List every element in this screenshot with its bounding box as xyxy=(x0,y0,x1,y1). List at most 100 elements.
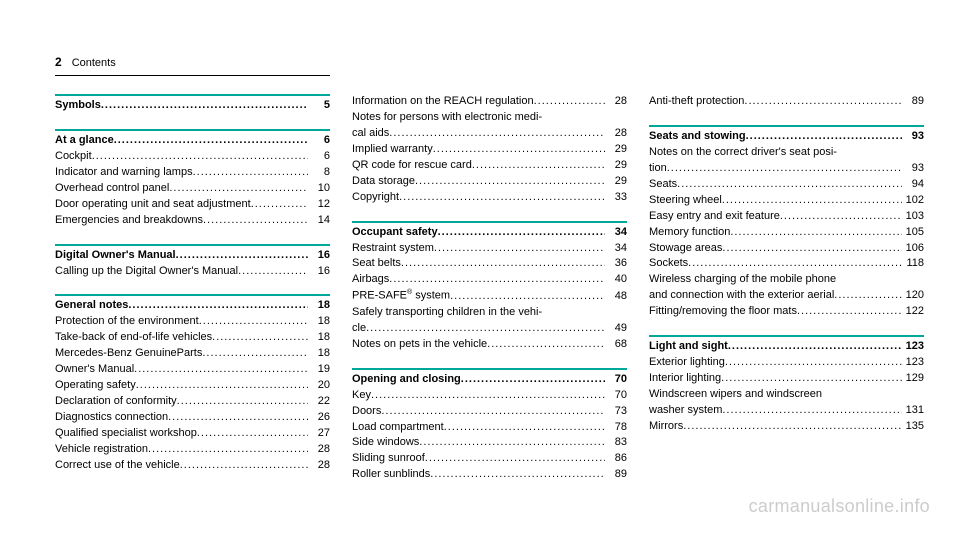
toc-dots xyxy=(399,190,605,206)
header-rule xyxy=(55,75,330,76)
toc-entry-label: Memory function xyxy=(649,225,730,241)
toc-entry-label: Notes on pets in the vehicle xyxy=(352,337,487,353)
toc-dots xyxy=(728,339,902,355)
toc-dots xyxy=(834,288,901,304)
toc-entry-page: 106 xyxy=(902,241,924,257)
toc-dots xyxy=(746,129,902,145)
watermark: carmanualsonline.info xyxy=(749,496,930,517)
toc-dots xyxy=(177,394,308,410)
toc-entry: washer system131 xyxy=(649,403,924,419)
toc-entry-label: Cockpit xyxy=(55,149,92,165)
toc-dots xyxy=(725,355,902,371)
toc-dots xyxy=(92,149,308,165)
toc-entry-continuation: Notes on the correct driver's seat posi- xyxy=(649,145,924,161)
toc-entry-page: 68 xyxy=(605,337,627,353)
toc-dots xyxy=(797,304,902,320)
toc-entry-label: Airbags xyxy=(352,272,389,288)
page-number: 2 xyxy=(55,55,62,69)
toc-entry-page: 26 xyxy=(308,410,330,426)
toc-dots xyxy=(425,451,605,467)
toc-entry-page: 120 xyxy=(902,288,924,304)
toc-entry-page: 49 xyxy=(605,321,627,337)
toc-dots xyxy=(202,346,308,362)
toc-entry-label: Protection of the environment xyxy=(55,314,199,330)
toc-entry-page: 33 xyxy=(605,190,627,206)
toc-dots xyxy=(199,314,308,330)
toc-entry-page: 18 xyxy=(308,314,330,330)
toc-entry-page: 123 xyxy=(902,339,924,355)
toc-dots xyxy=(444,420,605,436)
toc-entry-continuation: Windscreen wipers and windscreen xyxy=(649,387,924,403)
toc-entry-label: QR code for rescue card xyxy=(352,158,472,174)
toc-entry-label: Steering wheel xyxy=(649,193,722,209)
toc-entry-label: Symbols xyxy=(55,98,101,114)
toc-entry-page: 10 xyxy=(308,181,330,197)
toc-dots xyxy=(472,158,605,174)
toc-entry-continuation: Notes for persons with electronic medi- xyxy=(352,110,627,126)
toc-entry: Restraint system34 xyxy=(352,241,627,257)
toc-dots xyxy=(101,98,308,114)
toc-entry-page: 36 xyxy=(605,256,627,272)
toc-entry: At a glance6 xyxy=(55,133,330,149)
toc-entry: Seats94 xyxy=(649,177,924,193)
toc-entry-page: 73 xyxy=(605,404,627,420)
toc-entry-label: Sockets xyxy=(649,256,688,272)
toc-dots xyxy=(534,94,605,110)
toc-entry: Airbags40 xyxy=(352,272,627,288)
toc-entry: Protection of the environment 18 xyxy=(55,314,330,330)
toc-entry: Symbols5 xyxy=(55,98,330,114)
toc-columns: Symbols5At a glance6Cockpit6Indicator an… xyxy=(55,94,915,483)
toc-entry-label: Mercedes-Benz GenuineParts xyxy=(55,346,202,362)
toc-entry-label: Exterior lighting xyxy=(649,355,725,371)
toc-entry: Seat belts36 xyxy=(352,256,627,272)
toc-entry: Copyright 33 xyxy=(352,190,627,206)
toc-entry: Interior lighting129 xyxy=(649,371,924,387)
toc-dots xyxy=(744,94,902,110)
toc-entry-page: 118 xyxy=(902,256,924,272)
toc-dots xyxy=(371,388,605,404)
toc-entry-label: Side windows xyxy=(352,435,419,451)
toc-entry-page: 102 xyxy=(902,193,924,209)
toc-entry-label: Light and sight xyxy=(649,339,728,355)
toc-entry-label: Fitting/removing the floor mats xyxy=(649,304,797,320)
toc-entry-continuation: Safely transporting children in the vehi… xyxy=(352,305,627,321)
header-title: Contents xyxy=(72,57,116,69)
toc-entry-label: Easy entry and exit feature xyxy=(649,209,780,225)
toc-entry-label: Emergencies and breakdowns xyxy=(55,213,203,229)
toc-entry-page: 22 xyxy=(308,394,330,410)
toc-entry-label: Sliding sunroof xyxy=(352,451,425,467)
toc-entry: Opening and closing70 xyxy=(352,372,627,388)
toc-entry: Correct use of the vehicle28 xyxy=(55,458,330,474)
toc-entry: Side windows83 xyxy=(352,435,627,451)
toc-dots xyxy=(136,378,308,394)
toc-entry: Cockpit 6 xyxy=(55,149,330,165)
toc-dots xyxy=(438,225,605,241)
toc-entry-page: 6 xyxy=(308,149,330,165)
toc-dots xyxy=(251,197,308,213)
toc-entry: tion93 xyxy=(649,161,924,177)
toc-entry-label: Data storage xyxy=(352,174,415,190)
toc-dots xyxy=(683,419,901,435)
toc-dots xyxy=(415,174,605,190)
toc-entry-label: Overhead control panel xyxy=(55,181,169,197)
toc-entry: Seats and stowing93 xyxy=(649,129,924,145)
toc-entry-label: Vehicle registration xyxy=(55,442,148,458)
toc-entry-label: Seats and stowing xyxy=(649,129,746,145)
toc-column: Information on the REACH regulation28Not… xyxy=(352,94,627,483)
toc-dots xyxy=(688,256,902,272)
toc-entry-page: 16 xyxy=(308,264,330,280)
toc-dots xyxy=(730,225,901,241)
toc-dots xyxy=(169,181,308,197)
toc-entry: Implied warranty29 xyxy=(352,142,627,158)
toc-entry: Notes on pets in the vehicle 68 xyxy=(352,337,627,353)
toc-entry: Owner's Manual19 xyxy=(55,362,330,378)
toc-column: Anti-theft protection89Seats and stowing… xyxy=(649,94,924,483)
toc-entry-label: Qualified specialist workshop xyxy=(55,426,197,442)
toc-dots xyxy=(212,330,308,346)
toc-entry-label: Copyright xyxy=(352,190,399,206)
toc-entry: Take-back of end-of-life vehicles18 xyxy=(55,330,330,346)
toc-entry-page: 29 xyxy=(605,158,627,174)
toc-entry-page: 123 xyxy=(902,355,924,371)
toc-dots xyxy=(128,298,308,314)
toc-entry: Key70 xyxy=(352,388,627,404)
